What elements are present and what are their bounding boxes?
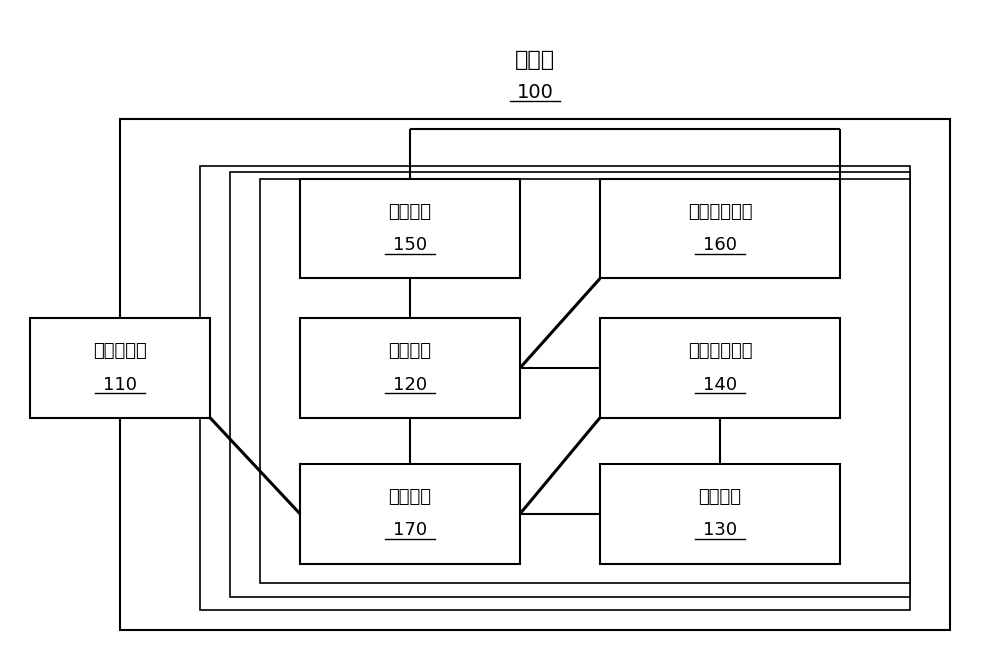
FancyBboxPatch shape [300, 179, 520, 278]
Text: 150: 150 [393, 236, 427, 255]
Text: 控制模块: 控制模块 [388, 342, 432, 361]
FancyBboxPatch shape [600, 179, 840, 278]
Text: 车位锁: 车位锁 [515, 50, 555, 70]
Text: 160: 160 [703, 236, 737, 255]
Text: 140: 140 [703, 375, 737, 394]
Text: 供电模块: 供电模块 [388, 488, 432, 507]
FancyBboxPatch shape [600, 464, 840, 564]
FancyBboxPatch shape [120, 119, 950, 630]
FancyBboxPatch shape [300, 464, 520, 564]
Text: 电磁感应模块: 电磁感应模块 [688, 203, 752, 221]
Text: 100: 100 [517, 84, 553, 102]
Text: 120: 120 [393, 375, 427, 394]
FancyBboxPatch shape [230, 172, 910, 597]
Text: 信息采集模块: 信息采集模块 [688, 342, 752, 361]
FancyBboxPatch shape [30, 318, 210, 418]
Text: 定位模块: 定位模块 [388, 203, 432, 221]
Text: 130: 130 [703, 521, 737, 540]
Text: 110: 110 [103, 375, 137, 394]
FancyBboxPatch shape [300, 318, 520, 418]
FancyBboxPatch shape [200, 166, 910, 610]
Text: 车位锁本体: 车位锁本体 [93, 342, 147, 361]
FancyBboxPatch shape [600, 318, 840, 418]
FancyBboxPatch shape [260, 179, 910, 583]
Text: 170: 170 [393, 521, 427, 540]
Text: 通信模块: 通信模块 [698, 488, 742, 507]
